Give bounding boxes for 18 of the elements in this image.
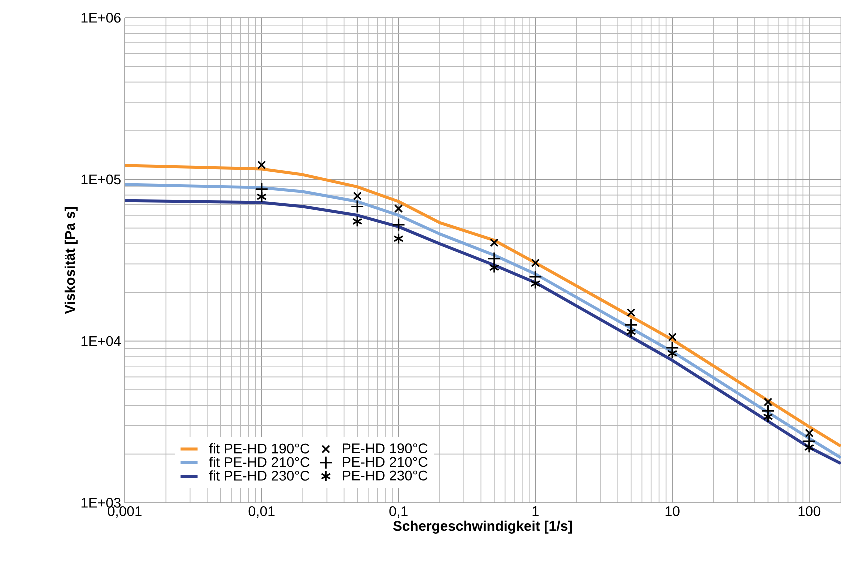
- legend-label: fit PE-HD 210°C: [209, 457, 310, 468]
- y-tick-label: 1E+06: [82, 13, 121, 23]
- legend-label: fit PE-HD 230°C: [209, 470, 310, 481]
- x-tick-label: 0,01: [248, 506, 275, 518]
- x-axis-title: Schergeschwindigkeit [1/s]: [393, 520, 572, 534]
- y-tick-label: 1E+03: [82, 498, 121, 508]
- x-tick-label: 0,001: [108, 506, 142, 518]
- y-tick-label: 1E+05: [82, 174, 121, 185]
- x-tick-label: 10: [666, 506, 680, 516]
- legend-label: PE-HD 210°C: [343, 457, 428, 468]
- x-tick-label: 100: [798, 506, 821, 516]
- x-tick-label: 0,1: [390, 506, 408, 518]
- legend-label: PE-HD 190°C: [343, 444, 428, 454]
- y-axis-title: Viskosität [Pa s]: [64, 208, 78, 314]
- legend-label: PE-HD 230°C: [343, 470, 428, 481]
- legend-label: fit PE-HD 190°C: [209, 443, 310, 454]
- x-tick-label: 1: [532, 506, 539, 516]
- y-tick-label: 1E+04: [82, 336, 122, 346]
